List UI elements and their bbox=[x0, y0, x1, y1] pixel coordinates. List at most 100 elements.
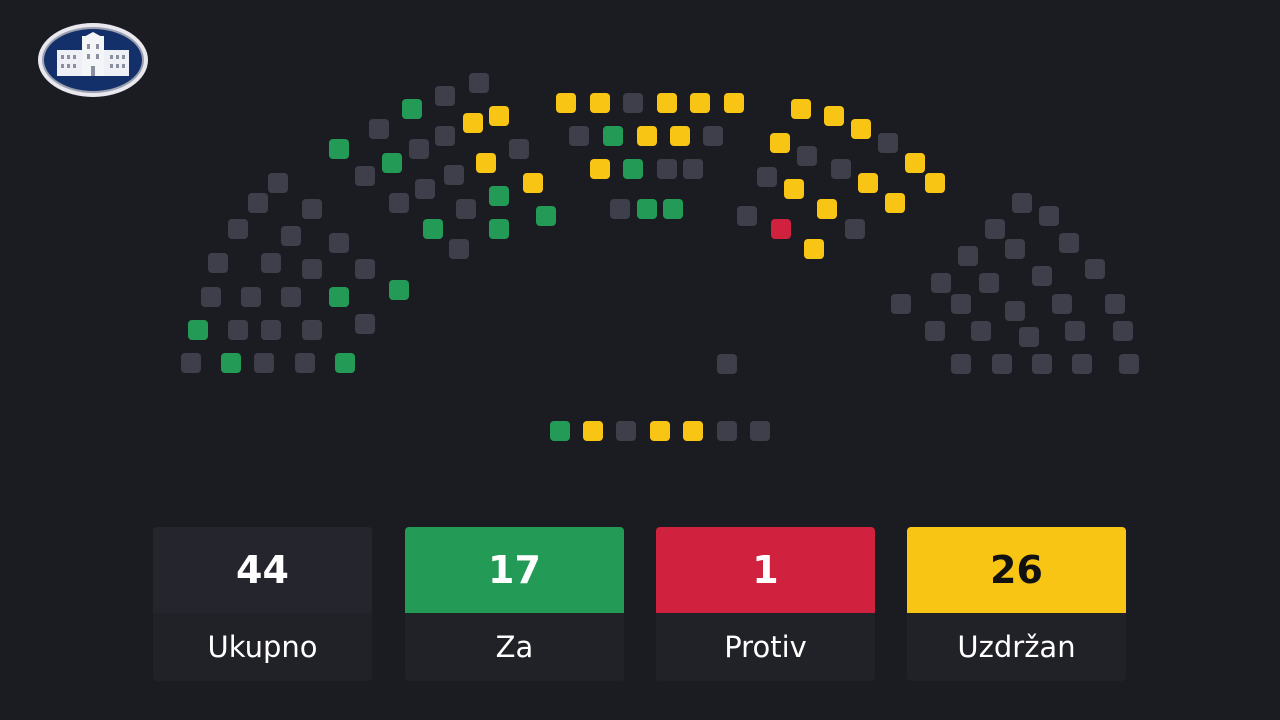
seat-absent bbox=[355, 259, 375, 279]
total-label: Ukupno bbox=[153, 613, 372, 681]
seat-abstain bbox=[824, 106, 844, 126]
seat-abstain bbox=[476, 153, 496, 173]
seat-absent bbox=[831, 159, 851, 179]
seat-absent bbox=[992, 354, 1012, 374]
seat-abstain bbox=[905, 153, 925, 173]
seat-absent bbox=[657, 159, 677, 179]
seat-abstain bbox=[770, 133, 790, 153]
seat-for bbox=[188, 320, 208, 340]
seat-absent bbox=[1032, 266, 1052, 286]
seat-absent bbox=[355, 314, 375, 334]
seat-absent bbox=[1019, 327, 1039, 347]
seat-absent bbox=[302, 199, 322, 219]
seat-absent bbox=[449, 239, 469, 259]
total-count: 44 bbox=[153, 527, 372, 613]
seat-absent bbox=[369, 119, 389, 139]
seat-absent bbox=[951, 354, 971, 374]
seat-absent bbox=[1032, 354, 1052, 374]
seat-abstain bbox=[637, 126, 657, 146]
seat-absent bbox=[717, 421, 737, 441]
seat-absent bbox=[469, 73, 489, 93]
seat-absent bbox=[295, 353, 315, 373]
seat-absent bbox=[355, 166, 375, 186]
seat-absent bbox=[845, 219, 865, 239]
for-count: 17 bbox=[405, 527, 624, 613]
seat-absent bbox=[569, 126, 589, 146]
seat-absent bbox=[1065, 321, 1085, 341]
seat-abstain bbox=[817, 199, 837, 219]
seat-abstain bbox=[858, 173, 878, 193]
seat-absent bbox=[261, 320, 281, 340]
parliament-building-icon bbox=[38, 23, 148, 97]
seat-absent bbox=[435, 86, 455, 106]
seat-absent bbox=[737, 206, 757, 226]
seat-absent bbox=[1039, 206, 1059, 226]
total-card: 44 Ukupno bbox=[153, 527, 372, 681]
seat-against bbox=[771, 219, 791, 239]
seat-absent bbox=[623, 93, 643, 113]
seat-absent bbox=[1072, 354, 1092, 374]
seat-absent bbox=[1119, 354, 1139, 374]
seat-absent bbox=[302, 259, 322, 279]
seat-absent bbox=[971, 321, 991, 341]
seat-absent bbox=[228, 320, 248, 340]
for-card: 17 Za bbox=[405, 527, 624, 681]
seat-abstain bbox=[463, 113, 483, 133]
seat-absent bbox=[261, 253, 281, 273]
seat-abstain bbox=[657, 93, 677, 113]
seat-abstain bbox=[851, 119, 871, 139]
seat-abstain bbox=[804, 239, 824, 259]
seat-abstain bbox=[724, 93, 744, 113]
seat-absent bbox=[1059, 233, 1079, 253]
seat-for bbox=[663, 199, 683, 219]
seat-absent bbox=[1005, 301, 1025, 321]
seat-for bbox=[637, 199, 657, 219]
against-card: 1 Protiv bbox=[656, 527, 875, 681]
for-label: Za bbox=[405, 613, 624, 681]
seat-absent bbox=[254, 353, 274, 373]
seat-for bbox=[550, 421, 570, 441]
seat-for bbox=[423, 219, 443, 239]
seat-absent bbox=[797, 146, 817, 166]
seat-absent bbox=[435, 126, 455, 146]
seat-absent bbox=[1085, 259, 1105, 279]
seat-absent bbox=[228, 219, 248, 239]
seat-abstain bbox=[523, 173, 543, 193]
seat-abstain bbox=[791, 99, 811, 119]
seat-abstain bbox=[590, 93, 610, 113]
seat-absent bbox=[281, 226, 301, 246]
against-label: Protiv bbox=[656, 613, 875, 681]
seat-absent bbox=[750, 421, 770, 441]
seat-for bbox=[603, 126, 623, 146]
seat-for bbox=[489, 186, 509, 206]
seat-absent bbox=[281, 287, 301, 307]
seat-absent bbox=[241, 287, 261, 307]
seat-absent bbox=[1005, 239, 1025, 259]
seat-absent bbox=[415, 179, 435, 199]
abstain-card: 26 Uzdržan bbox=[907, 527, 1126, 681]
seat-abstain bbox=[583, 421, 603, 441]
seat-abstain bbox=[784, 179, 804, 199]
seat-abstain bbox=[650, 421, 670, 441]
abstain-count: 26 bbox=[907, 527, 1126, 613]
seat-absent bbox=[958, 246, 978, 266]
abstain-label: Uzdržan bbox=[907, 613, 1126, 681]
seat-abstain bbox=[590, 159, 610, 179]
seat-absent bbox=[616, 421, 636, 441]
seat-for bbox=[402, 99, 422, 119]
seat-absent bbox=[329, 233, 349, 253]
seat-absent bbox=[757, 167, 777, 187]
seat-for bbox=[389, 280, 409, 300]
seat-abstain bbox=[556, 93, 576, 113]
seat-absent bbox=[444, 165, 464, 185]
seat-absent bbox=[181, 353, 201, 373]
seat-absent bbox=[951, 294, 971, 314]
seat-absent bbox=[703, 126, 723, 146]
seat-absent bbox=[302, 320, 322, 340]
seat-absent bbox=[208, 253, 228, 273]
seat-absent bbox=[1012, 193, 1032, 213]
against-count: 1 bbox=[656, 527, 875, 613]
seat-abstain bbox=[690, 93, 710, 113]
seat-absent bbox=[456, 199, 476, 219]
seat-absent bbox=[717, 354, 737, 374]
